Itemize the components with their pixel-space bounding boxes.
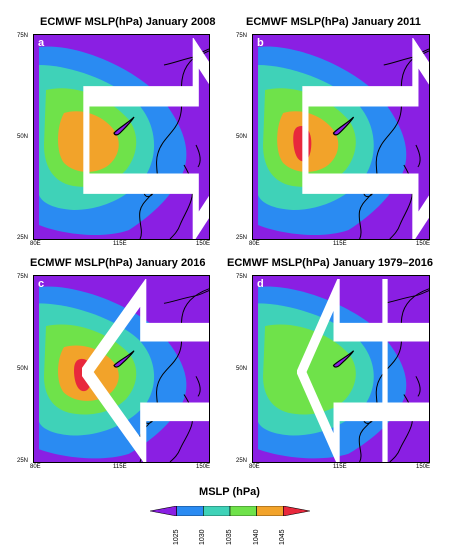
map-b: b [252,34,430,240]
colorbar-segment [229,506,257,516]
lon-tick: 80E [249,241,260,247]
wind-arrow-both [297,279,429,462]
colorbar-tick-label: 1045 [279,529,287,545]
lat-tick: 75N [17,33,29,39]
colorbar-segment [176,506,204,516]
panel-letter: d [257,278,264,290]
colorbar-tick-label: 1035 [226,529,233,545]
lake-baikal [113,350,135,368]
lon-tick: 150E [416,241,431,247]
lon-tick: 115E [113,464,127,470]
coastline [139,288,209,462]
colorbar [150,506,310,516]
coastline [139,48,209,239]
coastline [415,376,421,397]
lon-tick: 150E [196,464,211,470]
lat-tick: 50N [236,366,248,372]
panel-title: ECMWF MSLP(hPa) January 2011 [246,16,421,28]
colorbar-tick-label: 1030 [199,529,207,545]
lake-baikal [332,350,355,368]
lon-tick: 150E [416,464,431,470]
colorbar-segment [283,506,310,516]
map-d: d [252,275,430,463]
lat-tick: 75N [236,274,248,280]
lon-tick: 80E [30,241,41,247]
lon-tick: 115E [113,241,127,247]
pressure-band-green [263,324,356,415]
panel-letter: a [38,37,45,49]
legend-title: MSLP (hPa) [199,486,260,498]
lon-tick: 115E [333,241,347,247]
wind-arrow-right [302,38,429,239]
lat-tick: 25N [17,235,29,241]
panel-letter: c [38,278,45,290]
lon-tick: 80E [30,464,41,470]
pressure-field-c [34,276,209,462]
colorbar-tick-label: 1025 [172,529,180,545]
lat-tick: 50N [17,366,29,372]
coastline [195,144,201,168]
lat-tick: 25N [17,458,29,464]
coastline [358,288,429,462]
lake-baikal [332,116,355,136]
colorbar-segment [256,506,284,516]
lat-tick: 50N [236,134,248,140]
map-a: a [33,34,210,240]
lat-tick: 25N [236,235,248,241]
colorbar-segment [203,506,231,516]
lake-baikal [113,116,135,136]
lon-tick: 115E [333,464,347,470]
coastline [383,290,429,304]
panel-title: ECMWF MSLP(hPa) January 2008 [40,16,216,28]
panel-title: ECMWF MSLP(hPa) January 1979–2016 [227,257,434,269]
lat-tick: 75N [17,274,29,280]
coastline [358,48,429,239]
panel-title: ECMWF MSLP(hPa) January 2016 [30,257,206,269]
lon-tick: 80E [249,464,260,470]
colorbar-tick-label: 1040 [252,529,260,545]
lat-tick: 75N [236,33,248,39]
coastline [163,290,209,304]
colorbar-segment [150,506,177,516]
coastline [195,376,201,397]
coastline [415,144,421,168]
lat-tick: 50N [17,134,29,140]
lon-tick: 150E [196,241,211,247]
lat-tick: 25N [236,458,248,464]
wind-arrow-right [83,38,209,239]
map-c: c [33,275,210,463]
wind-arrow-left [82,279,209,462]
panel-letter: b [257,37,264,49]
